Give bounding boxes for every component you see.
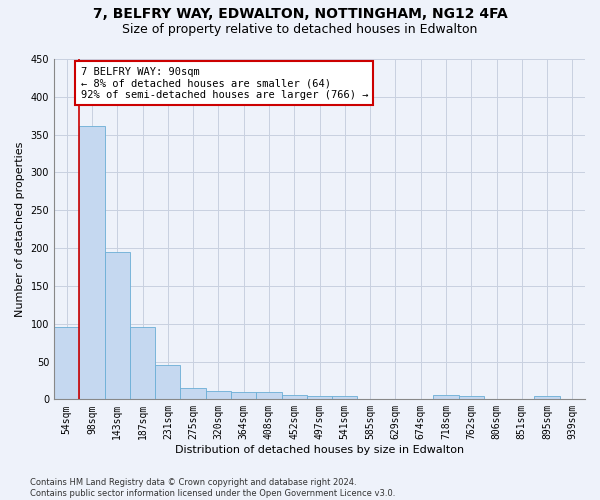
Bar	[332, 396, 358, 400]
Bar	[535, 396, 560, 400]
Text: Size of property relative to detached houses in Edwalton: Size of property relative to detached ho…	[122, 22, 478, 36]
Text: 7 BELFRY WAY: 90sqm
← 8% of detached houses are smaller (64)
92% of semi-detache: 7 BELFRY WAY: 90sqm ← 8% of detached hou…	[80, 66, 368, 100]
Bar	[155, 366, 181, 400]
Bar	[256, 392, 281, 400]
Bar	[458, 396, 484, 400]
Bar	[54, 326, 79, 400]
Bar	[104, 252, 130, 400]
Text: 7, BELFRY WAY, EDWALTON, NOTTINGHAM, NG12 4FA: 7, BELFRY WAY, EDWALTON, NOTTINGHAM, NG1…	[92, 8, 508, 22]
Bar	[281, 395, 307, 400]
X-axis label: Distribution of detached houses by size in Edwalton: Distribution of detached houses by size …	[175, 445, 464, 455]
Bar	[433, 395, 458, 400]
Bar	[79, 126, 104, 400]
Bar	[130, 328, 155, 400]
Y-axis label: Number of detached properties: Number of detached properties	[15, 142, 25, 317]
Bar	[231, 392, 256, 400]
Bar	[181, 388, 206, 400]
Bar	[307, 396, 332, 400]
Text: Contains HM Land Registry data © Crown copyright and database right 2024.
Contai: Contains HM Land Registry data © Crown c…	[30, 478, 395, 498]
Bar	[206, 391, 231, 400]
